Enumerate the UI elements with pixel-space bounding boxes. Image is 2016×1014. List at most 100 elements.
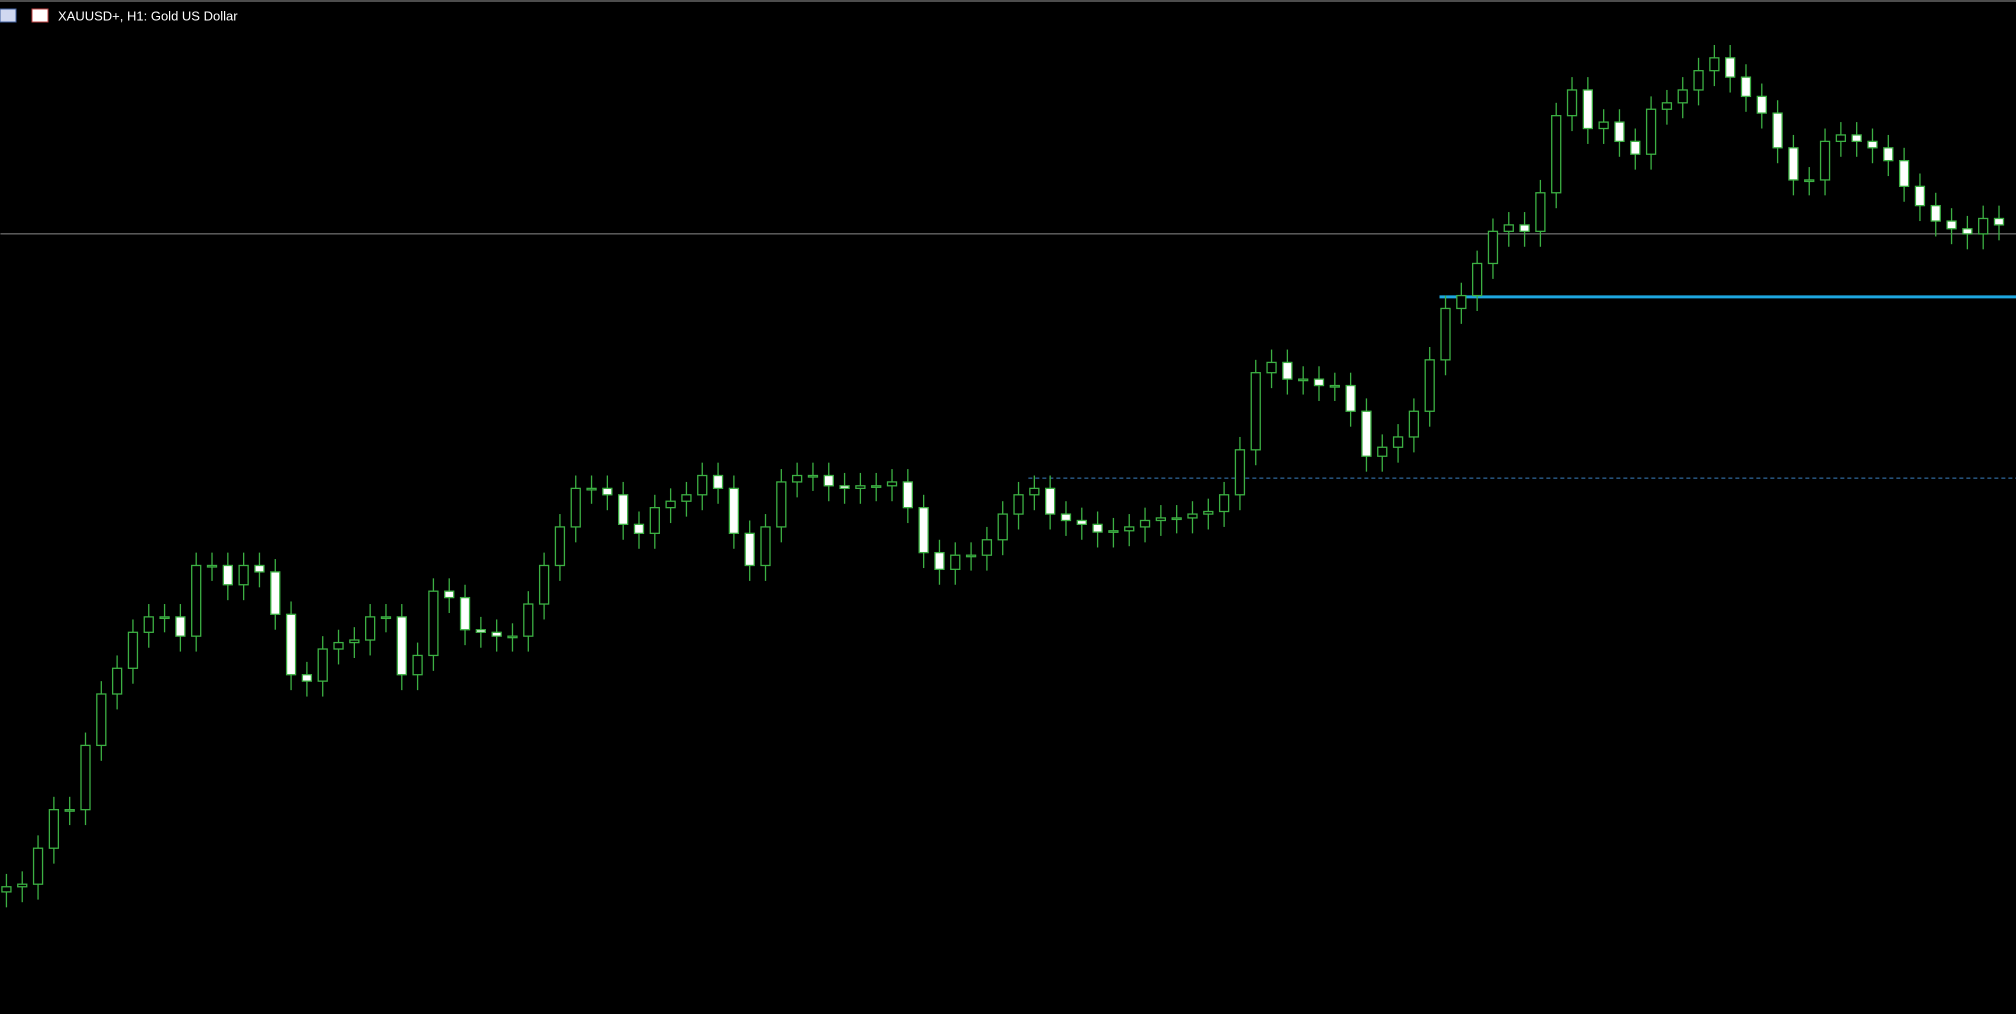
candle-body (1440, 307, 1451, 361)
toolbar-icons (0, 8, 49, 23)
candle-body (1345, 384, 1356, 412)
candle-body (127, 631, 139, 669)
candle-body (175, 616, 186, 637)
candle-body (744, 532, 755, 567)
candle-body (159, 616, 170, 620)
candle-body (1013, 494, 1024, 515)
candle-body (1377, 446, 1388, 457)
candle-body (1535, 192, 1546, 232)
candle-body (1076, 519, 1087, 525)
candle-body (1883, 147, 1894, 162)
candle-body (1661, 102, 1673, 110)
candle-body (1218, 494, 1230, 513)
candle-body (428, 590, 439, 657)
candle-body (554, 526, 566, 567)
candle-body (1630, 140, 1641, 155)
candle-body (1045, 487, 1056, 515)
candle-body (412, 654, 423, 676)
candle-body (301, 674, 313, 682)
candle-body (48, 809, 60, 849)
candle-body (396, 616, 407, 676)
candle-body (1551, 115, 1562, 194)
candle-body (697, 474, 708, 496)
candle-body (475, 629, 487, 633)
candle-body (1298, 378, 1309, 382)
candle-body (64, 809, 75, 812)
candle-body (459, 596, 471, 631)
candle-body (32, 847, 44, 885)
candle-body (1187, 513, 1198, 519)
candle-body (1, 886, 12, 893)
window-title: XAUUSD+, H1: Gold US Dollar (58, 8, 238, 23)
candle-body (254, 564, 265, 573)
candle-body (871, 485, 882, 488)
candle-body (1029, 487, 1040, 496)
candle-body (1978, 217, 1989, 235)
candle-body (1819, 140, 1831, 181)
candle-body (728, 487, 740, 534)
candle-body (918, 506, 929, 554)
candle-body (1740, 76, 1752, 98)
candle-body (965, 554, 977, 558)
candle-body (886, 481, 898, 487)
candle-body (1108, 530, 1119, 533)
candle-body (1930, 204, 1941, 222)
candle-body (1962, 228, 1973, 235)
candle-body (1898, 159, 1910, 187)
candle-body (1503, 224, 1514, 232)
candle-body (1772, 112, 1783, 149)
candle-body (981, 539, 993, 556)
candle-body (1408, 410, 1420, 438)
candle-body (380, 616, 392, 620)
candle-body (80, 744, 91, 811)
candle-body (1092, 523, 1103, 533)
candle-body (1614, 121, 1625, 143)
candle-body (1756, 95, 1767, 114)
candle-body (807, 474, 819, 478)
candle-body (760, 526, 771, 567)
candle-body (1487, 230, 1499, 265)
candle-body (491, 631, 502, 637)
candle-body (1171, 517, 1182, 521)
candle-body (1456, 294, 1467, 310)
candle-body (523, 603, 534, 637)
candle-body (349, 639, 360, 644)
candle-body (1788, 147, 1799, 181)
candle-body (1392, 436, 1404, 448)
candle-body (586, 487, 597, 491)
candle-body (618, 494, 629, 525)
candle-body (1139, 519, 1151, 528)
candle-body (602, 487, 613, 496)
candle-body (1329, 384, 1340, 388)
candle-body (855, 485, 866, 490)
candle-body (1804, 179, 1815, 183)
candle-body (1582, 89, 1593, 130)
candle-body (665, 500, 676, 509)
candle-body (222, 564, 233, 586)
candle-body (1234, 449, 1246, 496)
candle-body (839, 485, 850, 490)
candle-body (1250, 372, 1261, 451)
candle-body (649, 506, 660, 534)
candle-body (1598, 121, 1609, 130)
candle-body (1361, 410, 1372, 457)
candle-body (1677, 89, 1688, 104)
candle-body (1519, 224, 1530, 232)
candle-body (1060, 513, 1072, 522)
icon-chart (31, 8, 49, 23)
candle-body (791, 474, 803, 483)
candle-body (570, 487, 581, 528)
candle-body (143, 616, 154, 633)
candle-body (681, 494, 692, 502)
candle-body (1867, 140, 1878, 149)
candle-body (1993, 217, 2005, 226)
candle-body (1914, 185, 1926, 207)
icon-list (0, 8, 17, 23)
candle-body (206, 564, 218, 568)
candle-body (111, 667, 123, 695)
candle-body (1946, 220, 1957, 230)
candle-body (712, 474, 724, 490)
